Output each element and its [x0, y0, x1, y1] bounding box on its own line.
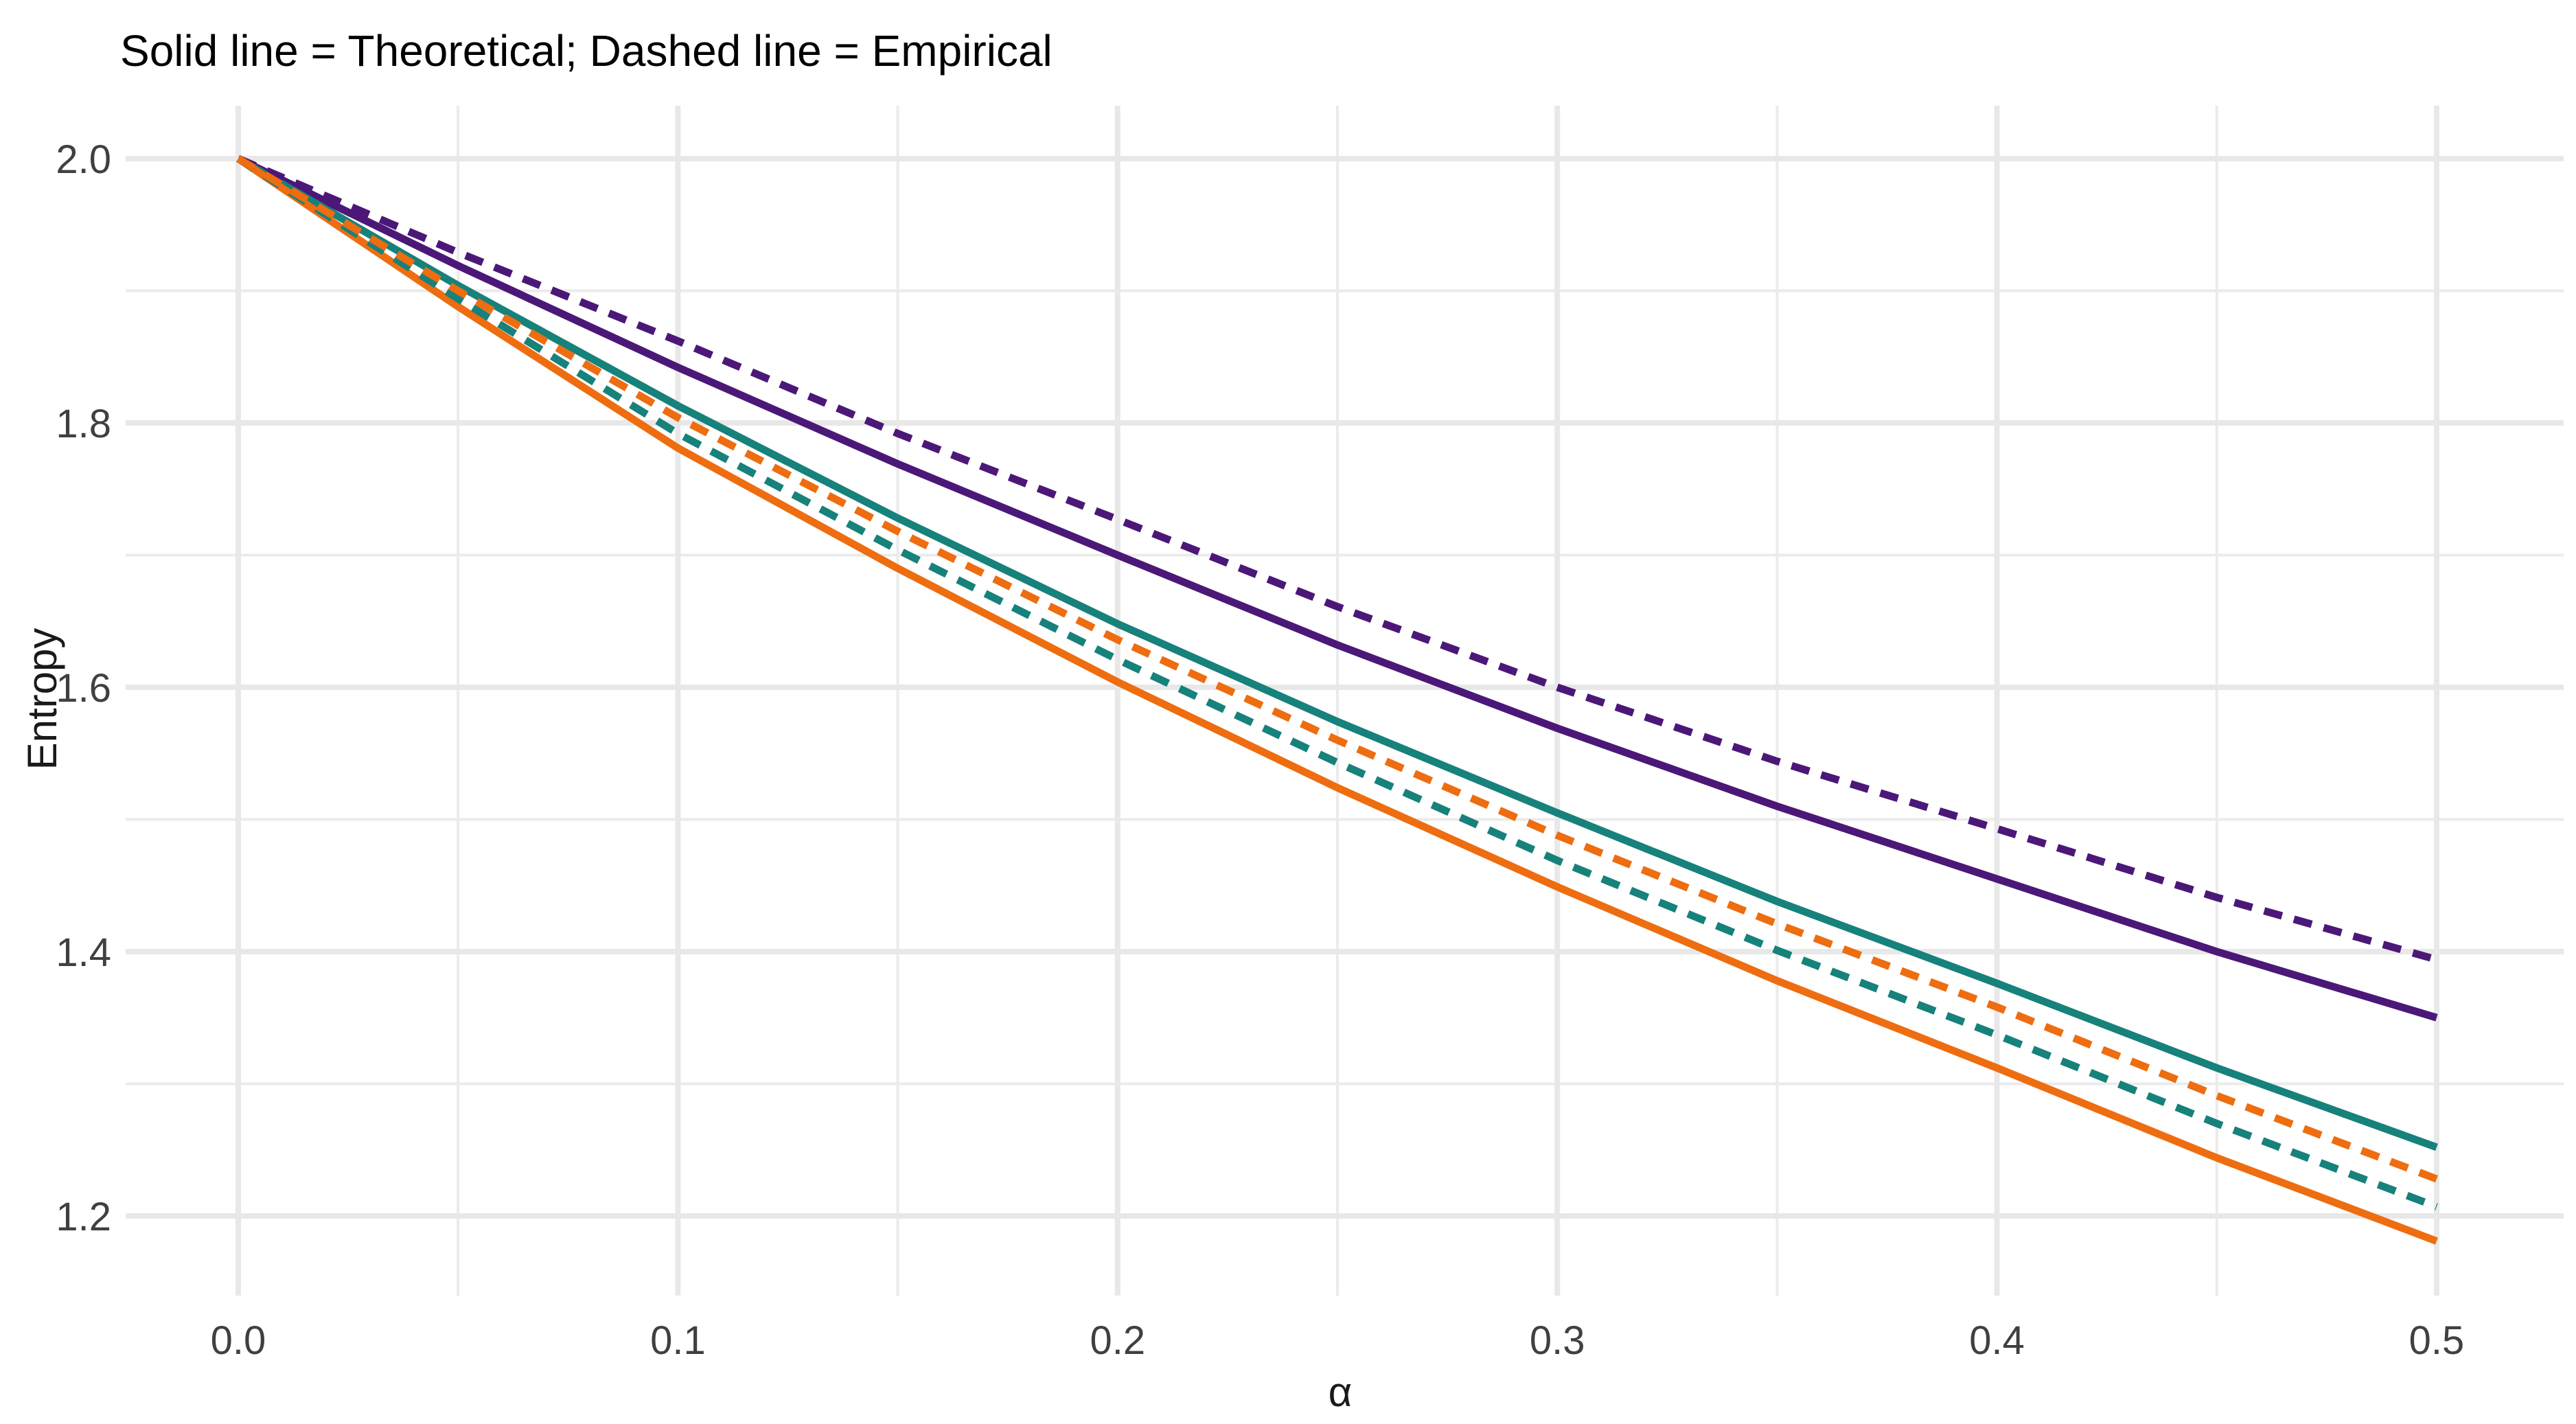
series-lines — [235, 154, 2438, 1245]
x-tick-label: 0.4 — [1969, 1318, 2025, 1363]
x-tick-label: 0.3 — [1530, 1318, 1585, 1363]
axis-tick-labels: 2.0 1.8 1.6 1.4 1.2 0.0 0.1 0.2 0.3 0.4 0.5 — [56, 137, 2464, 1363]
series-line-teal-solid — [236, 155, 2438, 1151]
series-line-teal-dashed — [236, 155, 2438, 1210]
x-axis-title: α — [1329, 1369, 1353, 1415]
x-tick-label: 0.5 — [2409, 1318, 2465, 1363]
series-line-orange-dashed — [236, 155, 2438, 1183]
y-axis-title: Entropy — [19, 628, 65, 770]
y-tick-label: 1.6 — [56, 666, 111, 711]
series-line-purple-dashed — [236, 154, 2438, 963]
plot-title: Solid line = Theoretical; Dashed line = … — [120, 26, 1053, 76]
y-tick-label: 1.8 — [56, 402, 111, 446]
y-tick-label: 1.2 — [56, 1195, 111, 1239]
series-line-orange-solid — [235, 155, 2438, 1245]
y-tick-label: 1.4 — [56, 930, 111, 975]
x-tick-label: 0.0 — [211, 1318, 266, 1363]
y-tick-label: 2.0 — [56, 137, 111, 182]
x-tick-label: 0.1 — [650, 1318, 706, 1363]
gridlines — [126, 106, 2564, 1296]
series-line-purple-solid — [236, 155, 2438, 1022]
x-tick-label: 0.2 — [1090, 1318, 1145, 1363]
